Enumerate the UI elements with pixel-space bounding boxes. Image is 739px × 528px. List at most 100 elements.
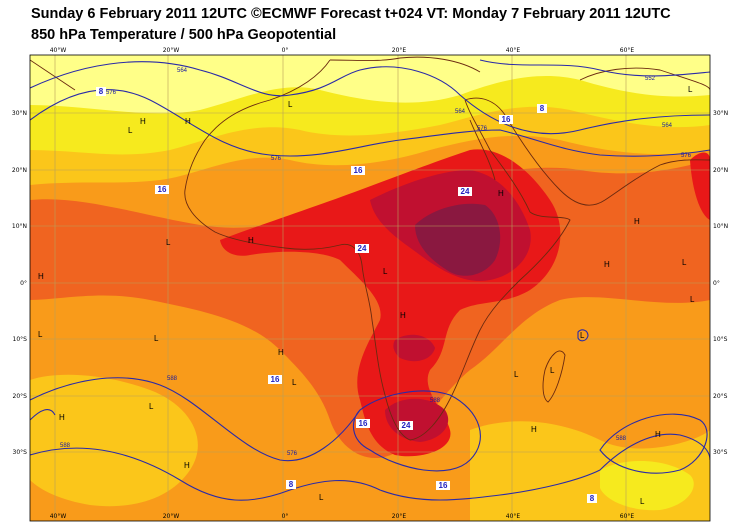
lon-label: 40°W (50, 47, 67, 54)
geopotential-label: 588 (167, 376, 178, 382)
lon-label: 0° (282, 513, 289, 520)
red-sea-coast (469, 119, 496, 181)
pressure-center: H (38, 272, 44, 281)
geopotential-labels: 564 576 564 576 552 564 576 576 588 588 … (60, 68, 692, 457)
temp-label-box: 8 (286, 480, 296, 489)
pressure-center: L (580, 331, 585, 340)
persia-coast (579, 67, 710, 91)
arabia-coast (464, 97, 710, 206)
lat-label: 10°S (13, 336, 28, 343)
pressure-center: L (292, 378, 297, 387)
lat-label: 20°N (12, 167, 27, 174)
contour-576 (30, 89, 710, 157)
temperature-label: 8 (99, 87, 104, 96)
lat-label: 0° (20, 280, 27, 287)
lat-label: 0° (713, 280, 720, 287)
pressure-center: L (149, 402, 154, 411)
south-africa-dark-red (385, 398, 449, 442)
temperature-label: 16 (354, 166, 363, 175)
chart-title: Sunday 6 February 2011 12UTC ©ECMWF Fore… (31, 6, 671, 22)
pressure-center: L (154, 334, 159, 343)
geopotential-label: 564 (455, 109, 466, 115)
contour-588-west (30, 409, 56, 421)
geopotential-label: 576 (287, 451, 298, 457)
contour-564 (30, 61, 710, 135)
geopotential-label: 576 (106, 90, 117, 96)
lon-label: 60°E (620, 513, 635, 520)
geopotential-label: 588 (616, 436, 627, 442)
pressure-center: L (166, 238, 171, 247)
geopotential-label: 588 (430, 398, 441, 404)
mediterranean-coast (329, 56, 481, 73)
pressure-center: H (185, 117, 191, 126)
lat-label: 10°S (713, 336, 728, 343)
patch-dark-red-2 (393, 334, 435, 362)
lon-label: 40°E (506, 47, 521, 54)
temperature-label: 16 (271, 375, 280, 384)
india-red-patch (690, 152, 710, 220)
geopotential-label: 564 (177, 68, 188, 74)
pressure-center: H (604, 260, 610, 269)
temperature-label: 16 (158, 185, 167, 194)
pressure-center: H (278, 348, 284, 357)
pressure-center: L (682, 258, 687, 267)
lon-label: 40°W (50, 513, 67, 520)
south-atlantic-yellow-orange (30, 374, 198, 507)
pressure-center: L (640, 497, 645, 506)
contour-552 (479, 59, 710, 77)
pressure-center: L (38, 330, 43, 339)
pressure-center: L (383, 267, 388, 276)
chart-subtitle: 850 hPa Temperature / 500 hPa Geopotenti… (31, 27, 337, 43)
map-frame (29, 54, 711, 522)
lat-label: 30°S (13, 449, 28, 456)
geopotential-label: 576 (681, 153, 692, 159)
lon-label: 0° (282, 47, 289, 54)
temp-label-box: 8 (96, 87, 106, 96)
pressure-center: H (634, 217, 640, 226)
lon-label: 20°E (392, 47, 407, 54)
lat-label: 20°N (713, 167, 728, 174)
lon-axis-bottom: 40°W 20°W 0° 20°E 40°E 60°E (50, 513, 635, 520)
pressure-center: L (288, 100, 293, 109)
temperature-label: 16 (439, 481, 448, 490)
geopotential-label: 576 (477, 126, 488, 132)
pressure-center: L (690, 295, 695, 304)
pressure-center: H (400, 311, 406, 320)
pressure-center: L (550, 366, 555, 375)
pressure-center: H (59, 413, 65, 422)
geopotential-label: 576 (271, 156, 282, 162)
lat-axis-right: 30°N 20°N 10°N 0° 10°S 20°S 30°S (713, 110, 728, 456)
contour-588-south (30, 377, 481, 472)
lat-label: 30°N (12, 110, 27, 117)
temp-label-box: 16 (268, 375, 282, 384)
hot-core-maroon (415, 203, 501, 276)
pressure-center: L (688, 85, 693, 94)
temp-label-box: 24 (355, 244, 369, 253)
temperature-label: 24 (358, 244, 367, 253)
geopotential-label: 552 (645, 76, 656, 82)
lon-label: 20°E (392, 513, 407, 520)
temp-label-box: 24 (458, 187, 472, 196)
lat-label: 30°S (713, 449, 728, 456)
south-indian-yellow (600, 460, 694, 511)
lat-label: 10°N (713, 223, 728, 230)
temp-label-box: 16 (436, 481, 450, 490)
temperature-label: 8 (540, 104, 545, 113)
temperature-label: 24 (402, 421, 411, 430)
temp-label-box: 16 (351, 166, 365, 175)
pressure-center: H (531, 425, 537, 434)
temperature-label: 16 (502, 115, 511, 124)
temp-label-box: 8 (587, 494, 597, 503)
lat-label: 10°N (12, 223, 27, 230)
lat-label: 20°S (13, 393, 28, 400)
contour-576-south (30, 433, 710, 501)
pressure-center: H (498, 189, 504, 198)
coastlines (30, 56, 710, 441)
contour-588-indian (599, 413, 708, 474)
geopotential-contours (30, 59, 710, 501)
lon-label: 60°E (620, 47, 635, 54)
madagascar (542, 350, 566, 403)
lat-label: 30°N (713, 110, 728, 117)
geopotential-label: 564 (662, 123, 673, 129)
